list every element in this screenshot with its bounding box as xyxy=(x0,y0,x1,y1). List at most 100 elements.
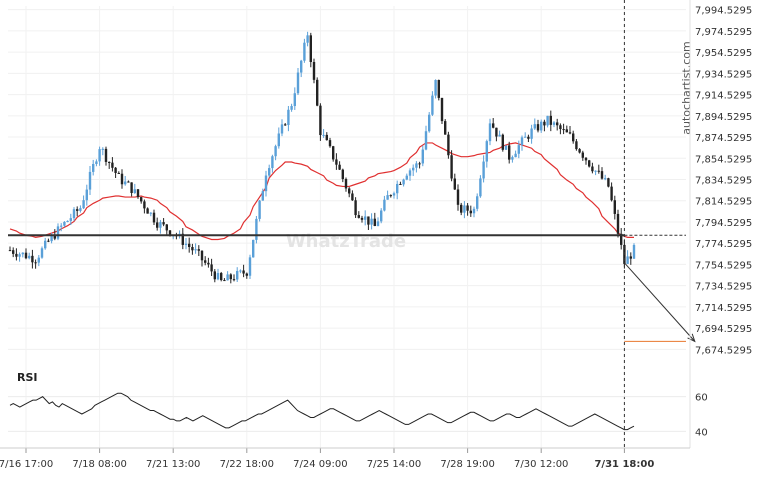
overlays xyxy=(8,0,696,448)
candle-body xyxy=(460,204,463,213)
candle-body xyxy=(85,189,88,201)
moving-average-line xyxy=(9,142,634,241)
candle-body xyxy=(300,60,303,73)
candle-body xyxy=(495,127,498,137)
candle-body xyxy=(60,225,63,227)
candle-body xyxy=(620,233,623,245)
candle-body xyxy=(367,216,370,225)
candle-body xyxy=(104,148,108,162)
y-tick-label: 7,954.5295 xyxy=(695,48,752,59)
y-tick-label: 7,754.5295 xyxy=(695,260,752,271)
candle-body xyxy=(405,175,408,180)
y-axis: 7,994.5295 7,974.5295 7,954.5295 7,934.5295… xyxy=(689,0,752,448)
brand-watermark: WhatzTrade xyxy=(286,231,406,252)
candle-body xyxy=(370,218,373,225)
candle-body xyxy=(220,273,223,281)
candle-body xyxy=(335,159,338,165)
candle-body xyxy=(149,212,152,214)
candle-body xyxy=(79,208,82,211)
rsi-label: RSI xyxy=(17,371,38,384)
candle-body xyxy=(319,105,322,136)
candle-body xyxy=(191,247,194,251)
candle-body xyxy=(248,257,252,276)
candle-body xyxy=(31,255,34,263)
candle-body xyxy=(488,123,492,142)
candle-body xyxy=(242,270,245,274)
candle-body xyxy=(492,123,495,128)
candle-body xyxy=(463,205,466,213)
candle-body xyxy=(50,235,53,242)
candles xyxy=(8,31,636,284)
rsi-tick-label: 60 xyxy=(695,393,708,404)
candle-body xyxy=(428,114,431,132)
candle-body xyxy=(181,233,184,245)
candle-body xyxy=(533,124,536,129)
candle-body xyxy=(552,122,556,125)
x-tick-label: 7/24 09:00 xyxy=(293,459,347,470)
candle-body xyxy=(325,134,328,141)
candle-body xyxy=(114,167,117,173)
candle-body xyxy=(130,182,133,193)
candle-body xyxy=(565,129,568,133)
candle-body xyxy=(44,240,47,249)
candle-body xyxy=(348,188,351,194)
candle-body xyxy=(197,249,200,251)
candle-body xyxy=(306,35,309,43)
candle-body xyxy=(239,270,242,272)
candle-body xyxy=(76,209,79,211)
candle-body xyxy=(207,262,210,265)
y-tick-label: 7,814.5295 xyxy=(695,197,752,208)
candle-body xyxy=(568,132,572,134)
candle-body xyxy=(210,264,213,272)
candle-body xyxy=(309,35,312,62)
y-tick-label: 7,734.5295 xyxy=(695,282,752,293)
candle-body xyxy=(274,146,277,157)
candle-body xyxy=(629,256,632,259)
candle-body xyxy=(591,166,594,172)
candle-body xyxy=(344,179,348,189)
candle-body xyxy=(479,178,482,197)
candle-body xyxy=(421,149,424,164)
candle-body xyxy=(120,173,124,185)
candle-body xyxy=(258,200,261,219)
candle-body xyxy=(245,273,248,276)
y-tick-label: 7,694.5295 xyxy=(695,324,752,335)
y-tick-label: 7,874.5295 xyxy=(695,133,752,144)
candle-body xyxy=(517,145,520,154)
rsi-tick-label: 40 xyxy=(695,427,708,438)
candle-body xyxy=(28,255,31,259)
candle-body xyxy=(264,175,268,192)
candle-body xyxy=(152,212,156,223)
grid xyxy=(8,6,686,448)
candle-body xyxy=(562,129,565,131)
candle-body xyxy=(12,250,15,254)
candle-body xyxy=(524,136,527,138)
x-tick-label: 7/18 08:00 xyxy=(72,459,126,470)
candle-body xyxy=(440,97,444,122)
candle-body xyxy=(24,252,28,259)
y-tick-label: 7,994.5295 xyxy=(695,6,752,17)
candle-body xyxy=(127,181,130,183)
candle-body xyxy=(255,218,258,240)
candle-body xyxy=(226,274,229,281)
candle-body xyxy=(162,222,165,225)
candle-body xyxy=(588,160,591,167)
candle-body xyxy=(88,171,92,190)
candle-body xyxy=(312,61,316,80)
candle-body xyxy=(82,200,85,209)
candle-body xyxy=(236,270,239,280)
candle-body xyxy=(108,161,111,163)
candle-body xyxy=(34,262,37,264)
candle-body xyxy=(559,125,562,130)
candle-body xyxy=(200,250,204,261)
candle-body xyxy=(351,193,354,201)
y-tick-label: 7,974.5295 xyxy=(695,27,752,38)
candle-body xyxy=(607,178,610,187)
candle-body xyxy=(111,162,114,168)
candle-body xyxy=(472,208,476,214)
candle-body xyxy=(8,250,12,252)
candle-body xyxy=(140,197,143,202)
candle-body xyxy=(581,152,584,158)
candle-body xyxy=(450,155,453,179)
candle-body xyxy=(508,145,511,160)
